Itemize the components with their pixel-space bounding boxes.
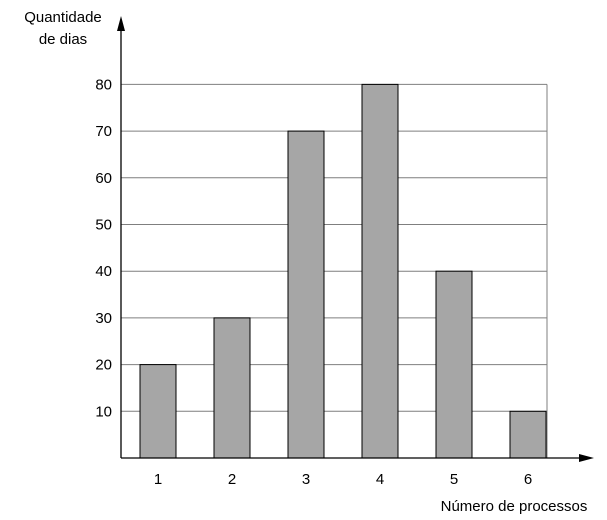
grid <box>121 83 548 458</box>
y-axis-arrow-icon <box>117 16 125 31</box>
bar-4 <box>361 83 399 459</box>
y-axis-label-line-2: de dias <box>39 31 87 48</box>
x-tick-label-4: 4 <box>376 471 384 488</box>
x-tick-label-2: 2 <box>228 471 236 488</box>
x-tick-label-1: 1 <box>154 471 162 488</box>
y-tick-label-50: 50 <box>95 217 112 234</box>
bars <box>139 83 547 459</box>
y-tick-label-20: 20 <box>95 357 112 374</box>
y-tick-label-80: 80 <box>95 76 112 93</box>
y-tick-label-30: 30 <box>95 310 112 327</box>
bar-3 <box>287 130 325 459</box>
y-tick-label-40: 40 <box>95 263 112 280</box>
axes <box>117 16 594 462</box>
y-tick-label-70: 70 <box>95 123 112 140</box>
bar-6 <box>509 410 547 459</box>
x-tick-label-3: 3 <box>302 471 310 488</box>
x-axis-arrow-icon <box>579 454 594 462</box>
x-tick-label-6: 6 <box>524 471 532 488</box>
y-tick-label-10: 10 <box>95 403 112 420</box>
bar-1 <box>139 364 177 459</box>
bar-2 <box>213 317 251 459</box>
x-tick-labels: 1 2 3 4 5 6 <box>154 471 532 488</box>
x-tick-label-5: 5 <box>450 471 458 488</box>
y-tick-labels: 10 20 30 40 50 60 70 80 <box>95 76 112 420</box>
bar-5 <box>435 270 473 459</box>
y-tick-label-60: 60 <box>95 170 112 187</box>
y-axis-label-line-1: Quantidade <box>24 9 102 26</box>
x-axis-label: Número de processos <box>441 498 588 515</box>
